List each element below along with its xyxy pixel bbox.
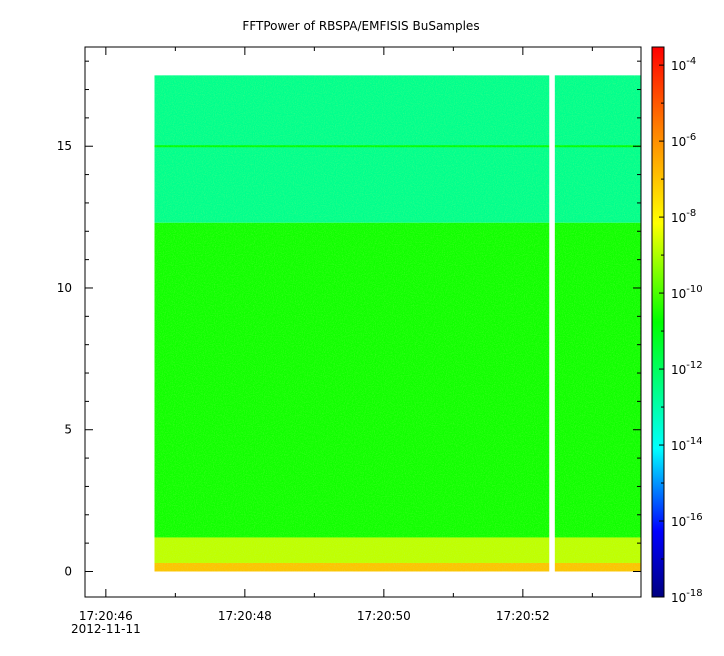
spectrogram-noise	[154, 75, 641, 572]
y-tick-label: 15	[57, 139, 72, 153]
colorbar-tick-label: 10-14	[671, 436, 703, 453]
x-tick-label: 17:20:48	[218, 609, 272, 623]
colorbar-tick-label: 10-8	[671, 208, 696, 225]
x-tick-label: 17:20:52	[496, 609, 550, 623]
y-tick-label: 10	[57, 281, 72, 295]
x-tick-label: 17:20:46	[79, 609, 133, 623]
colorbar-tick-label: 10-10	[671, 284, 703, 301]
colorbar-tick-label: 10-18	[671, 588, 703, 605]
colorbar-tick-label: 10-4	[671, 56, 696, 73]
colorbar-scale	[652, 47, 664, 597]
plot-frame	[84, 46, 642, 598]
colorbar: 10-4 10-6 10-8 10-10 10-12 10-14 10-16 10-18	[651, 46, 703, 605]
colorbar-tick-label: 10-12	[671, 360, 703, 377]
plot-area	[154, 74, 641, 573]
colorbar-tick-label: 10-6	[671, 132, 696, 149]
y-tick-label: 5	[64, 423, 72, 437]
y-axis: 0 5 10 15	[57, 60, 641, 578]
y-tick-label: 0	[64, 564, 72, 578]
colorbar-tick-label: 10-16	[671, 512, 703, 529]
x-tick-label: 17:20:50	[357, 609, 411, 623]
x-tick-date-label: 2012-11-11	[71, 622, 141, 636]
data-gap	[549, 74, 555, 573]
chart-title: FFTPower of RBSPA/EMFISIS BuSamples	[242, 19, 479, 33]
colorbar-frame	[651, 46, 665, 598]
